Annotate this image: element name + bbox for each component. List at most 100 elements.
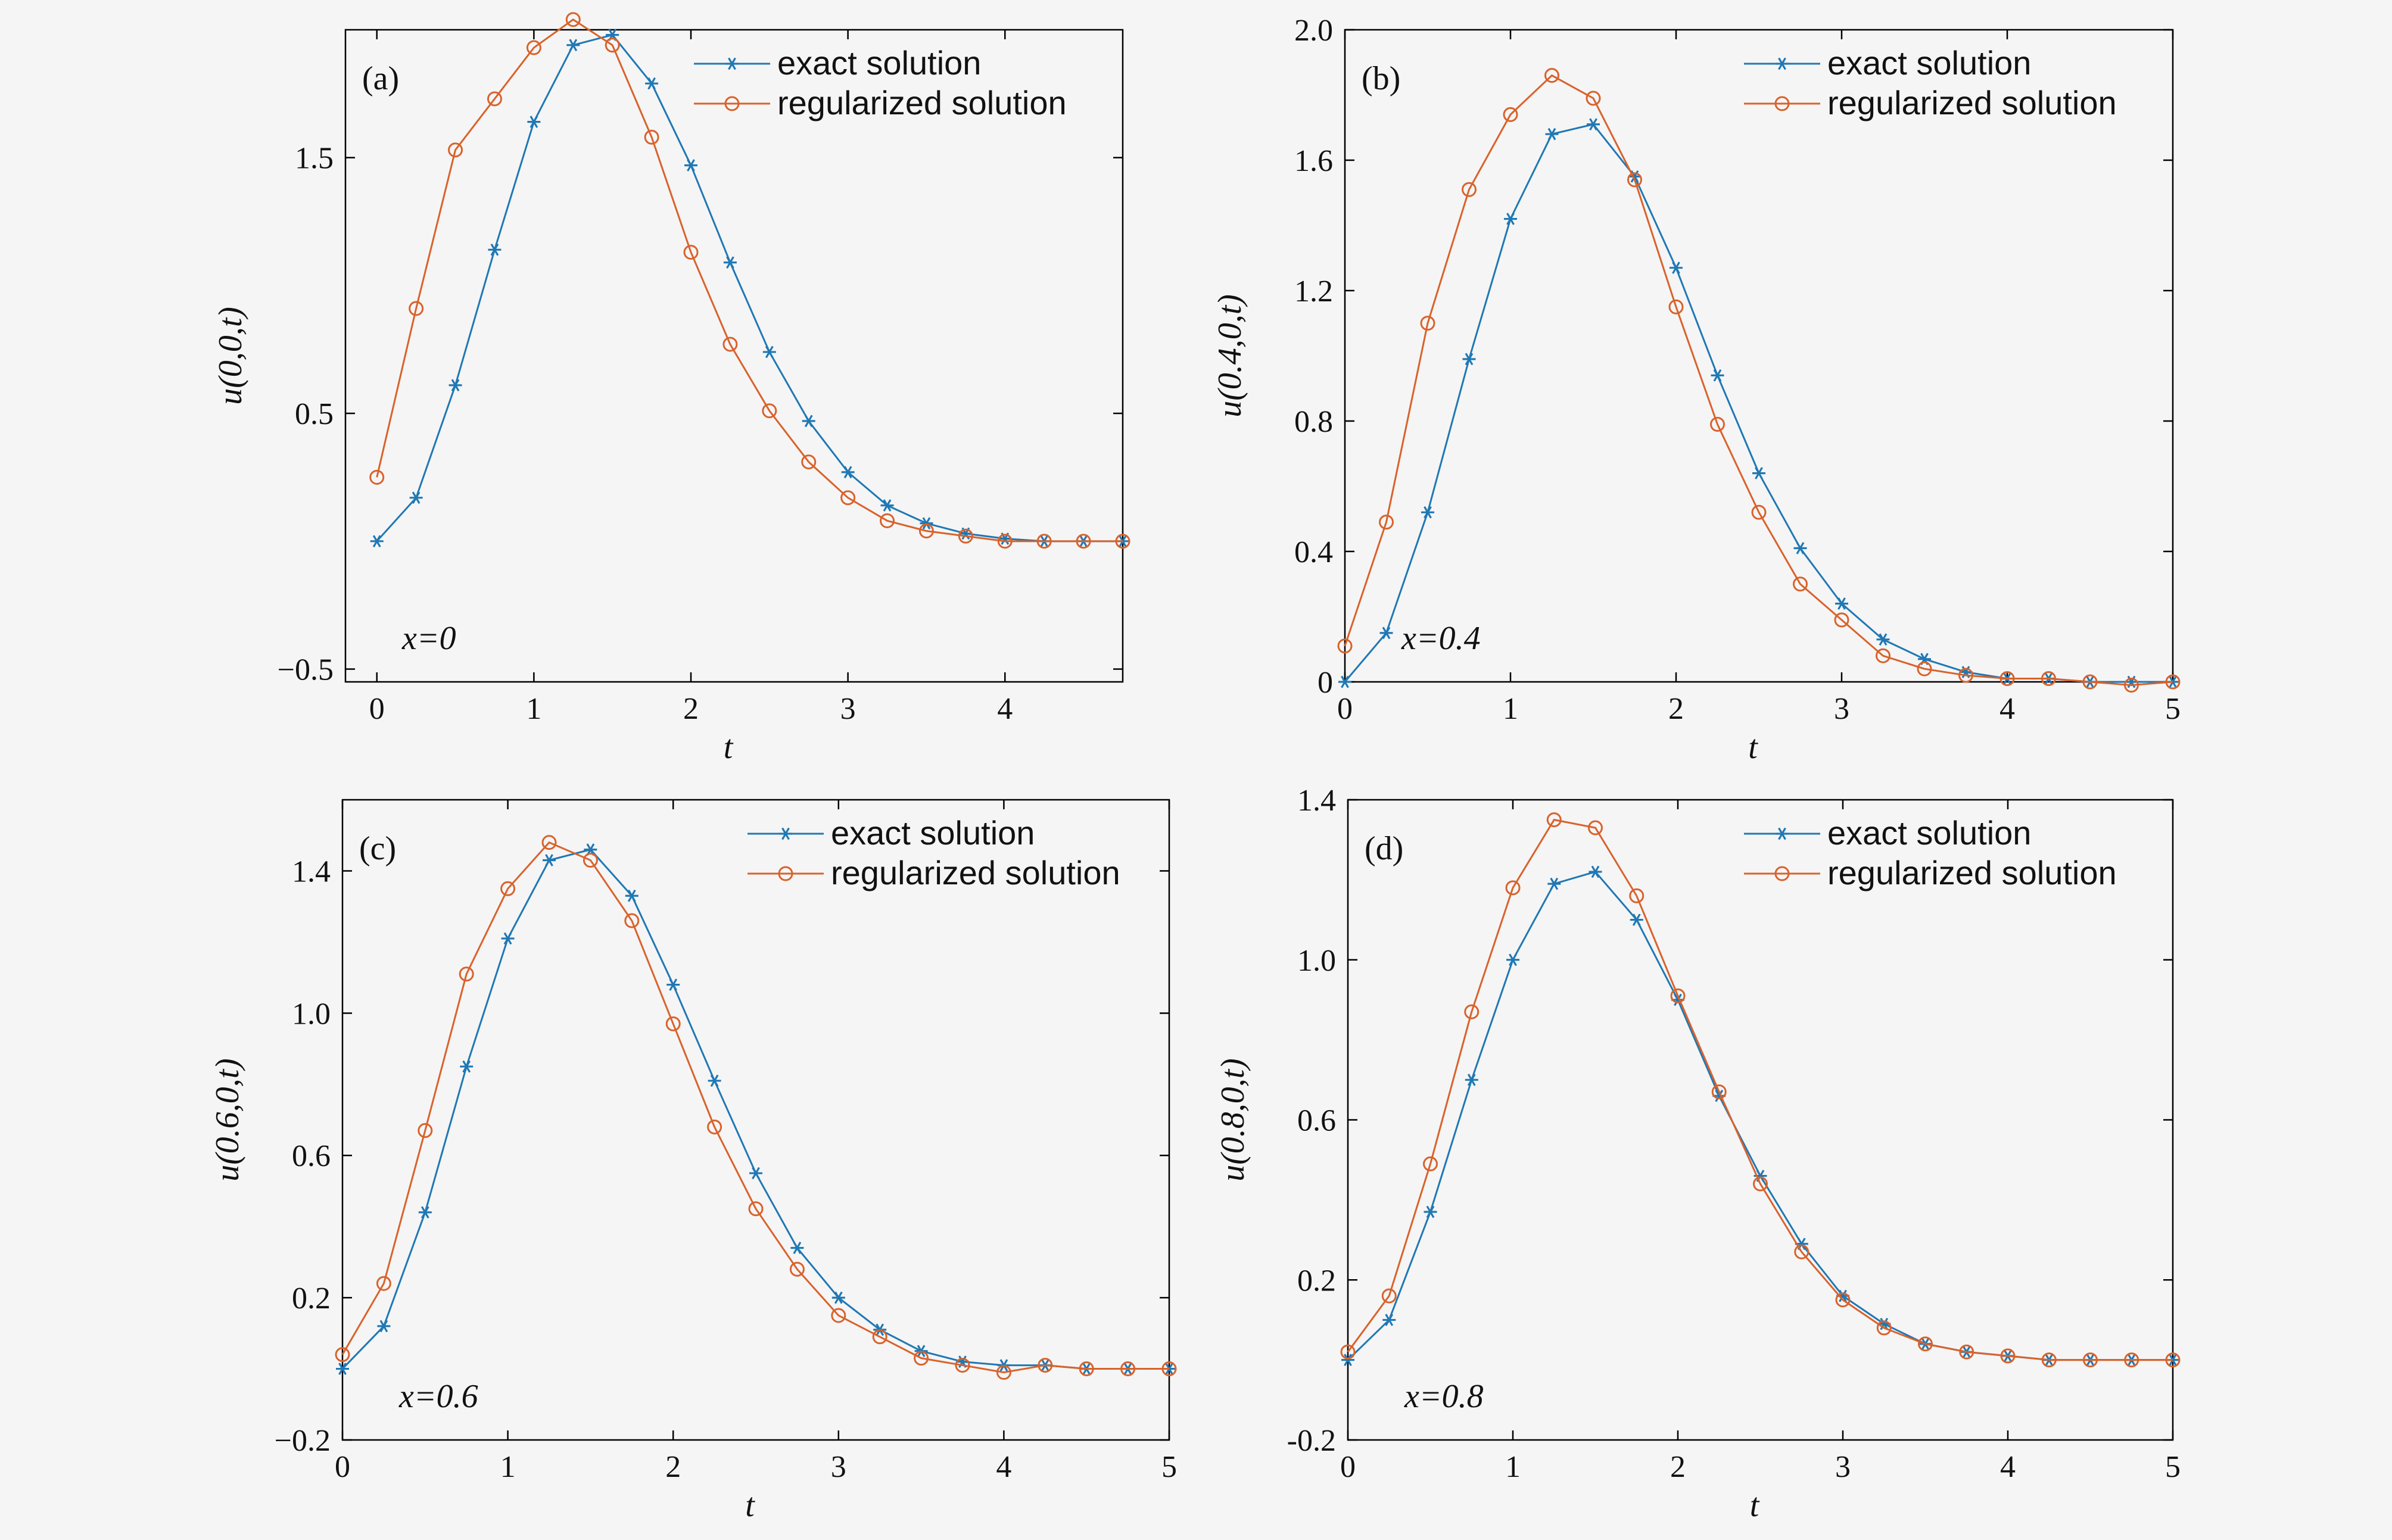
series-line-exact	[341, 848, 1169, 1370]
data-point-regularized	[487, 91, 502, 107]
legend-marker-circle	[1774, 96, 1790, 111]
x-tick-label: 5	[2165, 692, 2181, 726]
data-point-regularized	[605, 38, 620, 53]
data-point-exact	[762, 345, 776, 358]
data-point-regularized	[683, 245, 699, 260]
data-point-regularized	[2165, 674, 2181, 690]
data-point-exact	[370, 535, 384, 548]
data-point-regularized	[1337, 638, 1353, 654]
data-point-regularized	[1958, 668, 1973, 683]
data-point-regularized	[997, 534, 1013, 549]
data-point-regularized	[1544, 68, 1559, 83]
x-tick-label: 3	[831, 1450, 846, 1484]
data-point-exact	[1547, 877, 1561, 890]
data-point-regularized	[1588, 820, 1603, 836]
data-point-regularized	[1834, 612, 1849, 628]
data-point-exact	[448, 379, 462, 392]
data-point-regularized	[1420, 316, 1435, 331]
panel-label: (d)	[1365, 830, 1403, 867]
x-tick-label: 3	[1835, 1450, 1851, 1484]
data-point-regularized	[1711, 1084, 1727, 1099]
data-point-exact	[1424, 1205, 1437, 1218]
data-point-regularized	[1629, 888, 1644, 903]
data-point-regularized	[418, 1123, 433, 1138]
data-point-regularized	[1076, 534, 1091, 549]
legend-marker-star	[725, 57, 739, 70]
data-point-regularized	[665, 1016, 681, 1031]
y-tick-label: −0.2	[275, 1424, 331, 1458]
x-tick-label: 1	[526, 692, 541, 726]
data-point-regularized	[707, 1119, 722, 1134]
plot-frame	[1344, 29, 2174, 683]
data-point-regularized	[958, 528, 973, 544]
data-point-regularized	[762, 403, 777, 419]
data-point-exact	[1589, 865, 1602, 878]
legend-label-regularized: regularized solution	[831, 854, 1120, 891]
chart-panel-d: 0 1 2 3 4 5 -0.2 0.2 0.6 1.0 1.4 t u(0.8,0,t) (d) x=0.…	[1214, 784, 2181, 1524]
data-point-exact	[1835, 597, 1848, 610]
legend-label-exact: exact solution	[1827, 44, 2031, 82]
legend-label-regularized: regularized solution	[1827, 84, 2117, 121]
data-point-exact	[418, 1206, 432, 1219]
data-point-regularized	[500, 881, 516, 896]
data-point-regularized	[565, 12, 581, 27]
data-point-exact	[460, 1060, 474, 1073]
x-tick-label: 1	[500, 1450, 516, 1484]
data-point-regularized	[2041, 671, 2056, 687]
x-tick-label: 2	[1668, 692, 1684, 726]
series-line-regularized	[341, 841, 1169, 1374]
data-point-regularized	[1464, 1004, 1480, 1020]
annotation-x-value: x=0.8	[1404, 1378, 1484, 1415]
plot-frame	[1347, 799, 2174, 1441]
data-point-exact	[501, 932, 515, 945]
series-line-exact	[1344, 123, 2173, 683]
x-tick-label: 3	[840, 692, 856, 726]
data-point-exact	[1506, 953, 1519, 967]
data-point-exact	[790, 1242, 804, 1254]
data-point-exact	[1465, 1073, 1478, 1086]
y-axis-title: u(0.4,0,t)	[1211, 294, 1248, 417]
data-point-exact	[1670, 261, 1683, 275]
y-tick-label: 1.6	[1294, 144, 1333, 178]
y-tick-label: 1.2	[1294, 275, 1333, 308]
data-point-regularized	[1917, 661, 1932, 677]
data-point-regularized	[1503, 107, 1518, 122]
data-point-exact	[723, 256, 737, 269]
data-point-regularized	[1959, 1344, 1974, 1360]
x-tick-label: 2	[683, 692, 699, 726]
x-tick-label: 1	[1503, 692, 1518, 726]
data-point-regularized	[369, 469, 385, 485]
data-point-regularized	[1876, 1320, 1892, 1336]
data-point-exact	[336, 1363, 349, 1375]
x-tick-label: 4	[997, 692, 1013, 726]
data-point-exact	[1711, 369, 1724, 382]
x-axis-title: t	[724, 729, 734, 766]
annotation-x-value: x=0.4	[1401, 620, 1481, 657]
y-axis-title: u(0,0,t)	[212, 307, 249, 405]
data-point-exact	[749, 1167, 762, 1180]
data-point-exact	[920, 517, 933, 530]
y-tick-label: 1.4	[1297, 784, 1336, 818]
data-point-exact	[802, 414, 815, 428]
x-tick-label: 4	[1999, 692, 2015, 726]
data-point-regularized	[1793, 576, 1808, 592]
data-point-regularized	[409, 301, 424, 316]
data-point-regularized	[2083, 1352, 2098, 1368]
series-line-regularized	[1344, 74, 2173, 686]
y-tick-label: 1.4	[292, 855, 331, 889]
data-point-regularized	[1505, 880, 1521, 896]
chart-panel-c: 0 1 2 3 4 5 −0.2 0.2 0.6 1.0 1.4 t u(0.6,0,t) (c) x=0.…	[209, 799, 1177, 1524]
y-tick-label: 0.6	[1297, 1104, 1336, 1138]
data-point-exact	[1462, 353, 1476, 366]
y-tick-label: 0.2	[292, 1282, 331, 1315]
x-tick-label: 0	[335, 1450, 350, 1484]
data-point-regularized	[996, 1365, 1011, 1380]
data-point-regularized	[1751, 504, 1767, 520]
legend-marker-circle	[724, 96, 740, 111]
y-tick-label: 0.4	[1294, 535, 1333, 569]
data-point-regularized	[1079, 1361, 1094, 1377]
plot-frame	[341, 799, 1170, 1441]
data-point-regularized	[789, 1261, 805, 1277]
